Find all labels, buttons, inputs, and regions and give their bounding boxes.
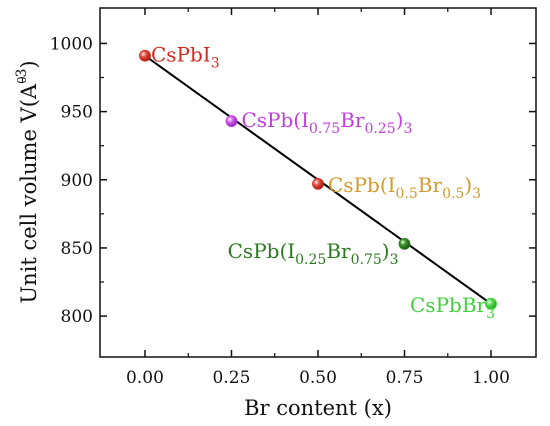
data-point [398,237,411,250]
y-axis-title-unit: A [17,83,41,100]
y-tick-label: 800 [61,307,93,327]
data-point [225,115,238,128]
data-point-labels: CsPbI3 CsPb(I0.75Br0.25)3 CsPb(I0.5Br0.5)3… [151,43,495,322]
y-axis-title-ring: 0 [15,76,29,84]
y-tick-label: 950 [61,103,93,123]
data-point-label: CsPb(I0.75Br0.25)3 [241,108,412,137]
x-tick-label: 1.00 [472,368,510,388]
data-point-label: CsPbI3 [151,43,220,72]
y-axis-title-main: Unit cell volume V( [17,99,41,303]
y-axis-ticks: 800 850 900 950 1000 [50,34,536,327]
svg-text:Unit cell volume V(A0-3): Unit cell volume V(A0-3) [14,60,41,303]
y-axis-title: Unit cell volume V(A0-3) [14,60,41,303]
y-axis-title-exponent: -3 [14,69,30,83]
data-point-label: CsPb(I0.25Br0.75)3 [228,239,399,268]
x-axis-title: Br content (x) [244,396,392,420]
y-tick-label: 900 [61,171,93,191]
x-tick-label: 0.50 [299,368,337,388]
x-tick-label: 0.00 [126,368,164,388]
data-point [485,297,497,310]
data-point [312,177,324,190]
y-tick-label: 1000 [50,34,93,54]
y-axis-title-close: ) [17,60,41,68]
x-tick-label: 0.75 [386,368,424,388]
x-axis-ticks: 0.00 0.25 0.50 0.75 1.00 [126,8,510,388]
y-tick-label: 850 [61,239,93,259]
data-points [139,49,497,310]
x-tick-label: 0.25 [213,368,251,388]
data-point-label: CsPbBr3 [410,293,495,322]
data-point-label: CsPb(I0.5Br0.5)3 [328,173,481,202]
data-point [139,49,151,62]
